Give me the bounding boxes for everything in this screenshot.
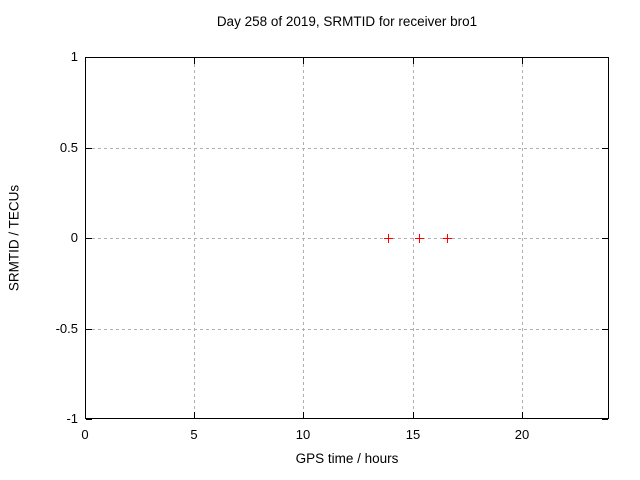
x-tick-bottom-0 <box>85 412 86 418</box>
y-tick-right-1 <box>602 57 608 58</box>
y-tick-right-0 <box>602 238 608 239</box>
x-tick-label-5: 5 <box>190 427 198 442</box>
y-tick-label-0: 0 <box>70 230 78 245</box>
y-tick-left-0 <box>86 238 92 239</box>
x-tick-label-15: 15 <box>405 427 421 442</box>
x-tick-bottom-10 <box>303 412 304 418</box>
data-point-marker <box>415 234 424 243</box>
x-tick-label-20: 20 <box>514 427 530 442</box>
y-tick-left--1 <box>86 419 92 420</box>
y-axis-label: SRMTID / TECUs <box>6 184 22 292</box>
x-tick-label-0: 0 <box>81 427 89 442</box>
x-tick-top-20 <box>522 58 523 64</box>
x-tick-label-10: 10 <box>295 427 311 442</box>
chart-title: Day 258 of 2019, SRMTID for receiver bro… <box>216 14 478 29</box>
y-tick-label-0.5: 0.5 <box>59 140 78 155</box>
x-tick-top-0 <box>85 58 86 64</box>
y-tick-left-1 <box>86 57 92 58</box>
x-tick-top-15 <box>413 58 414 64</box>
data-point-marker <box>443 234 452 243</box>
x-tick-bottom-5 <box>194 412 195 418</box>
gridline-y--0.5 <box>86 329 608 330</box>
y-tick-label--0.5: -0.5 <box>55 321 78 336</box>
plot-area <box>85 57 609 419</box>
data-point-marker <box>384 234 393 243</box>
y-tick-left--0.5 <box>86 329 92 330</box>
y-tick-label--1: -1 <box>66 411 78 426</box>
gridline-y-0.5 <box>86 148 608 149</box>
y-tick-right-0.5 <box>602 148 608 149</box>
y-tick-right--1 <box>602 419 608 420</box>
x-tick-top-5 <box>194 58 195 64</box>
x-axis-label: GPS time / hours <box>295 451 399 466</box>
x-tick-bottom-20 <box>522 412 523 418</box>
y-tick-label-1: 1 <box>70 49 78 64</box>
x-tick-top-10 <box>303 58 304 64</box>
gridline-y-0 <box>86 238 608 239</box>
x-tick-bottom-15 <box>413 412 414 418</box>
y-tick-right--0.5 <box>602 329 608 330</box>
y-tick-left-0.5 <box>86 148 92 149</box>
